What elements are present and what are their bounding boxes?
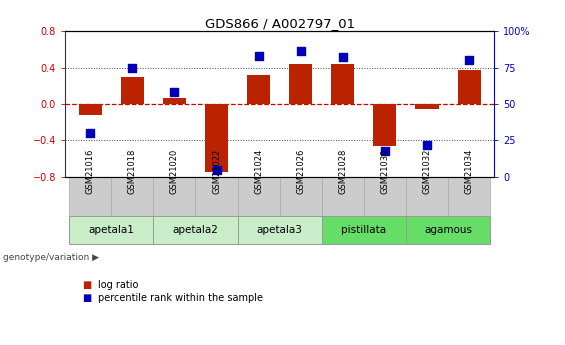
Text: ■: ■ (82, 294, 91, 303)
Bar (205, 104, 228, 172)
Bar (69, 216, 153, 244)
Text: agamous: agamous (424, 225, 472, 235)
Bar (79, 104, 102, 115)
Title: GDS866 / A002797_01: GDS866 / A002797_01 (205, 17, 355, 30)
Point (464, 58, 473, 63)
Bar (415, 104, 438, 109)
Bar (331, 64, 354, 104)
Text: percentile rank within the sample: percentile rank within the sample (98, 294, 263, 303)
Text: genotype/variation ▶: genotype/variation ▶ (3, 253, 99, 262)
Bar (163, 98, 186, 104)
Text: GSM21030: GSM21030 (380, 149, 389, 194)
Point (254, 53, 263, 59)
Point (296, 49, 305, 54)
Text: GSM21032: GSM21032 (423, 149, 432, 194)
Bar (364, 177, 406, 216)
Bar (153, 216, 237, 244)
Text: apetala1: apetala1 (88, 225, 134, 235)
Point (128, 65, 137, 70)
Text: pistillata: pistillata (341, 225, 386, 235)
Text: GSM21018: GSM21018 (128, 149, 137, 194)
Bar (448, 177, 490, 216)
Point (380, 148, 389, 154)
Bar (153, 177, 195, 216)
Point (170, 90, 179, 95)
Text: GSM21020: GSM21020 (170, 149, 179, 194)
Bar (322, 216, 406, 244)
Bar (195, 177, 237, 216)
Bar (237, 216, 322, 244)
Point (86, 130, 95, 136)
Text: GSM21016: GSM21016 (86, 149, 95, 194)
Point (423, 142, 432, 148)
Point (212, 167, 221, 172)
Text: apetala2: apetala2 (172, 225, 219, 235)
Bar (247, 75, 270, 104)
Text: log ratio: log ratio (98, 280, 138, 289)
Bar (322, 177, 364, 216)
Text: GSM21022: GSM21022 (212, 149, 221, 194)
Point (338, 55, 347, 60)
Bar (406, 177, 448, 216)
Bar (289, 64, 312, 104)
Bar (121, 77, 144, 104)
Text: GSM21034: GSM21034 (464, 149, 473, 194)
Bar (237, 177, 280, 216)
Text: GSM21026: GSM21026 (296, 149, 305, 194)
Bar (458, 70, 481, 104)
Bar (280, 177, 322, 216)
Text: GSM21028: GSM21028 (338, 149, 347, 194)
Text: apetala3: apetala3 (257, 225, 303, 235)
Bar (406, 216, 490, 244)
Text: GSM21024: GSM21024 (254, 149, 263, 194)
Bar (111, 177, 153, 216)
Text: ■: ■ (82, 280, 91, 289)
Bar (373, 104, 397, 146)
Bar (69, 177, 111, 216)
